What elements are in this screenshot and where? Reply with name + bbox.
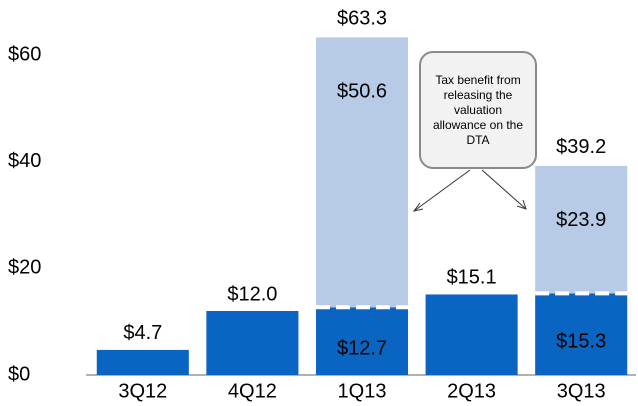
x-tick-label: 3Q12 (118, 380, 167, 402)
value-label: $15.3 (556, 330, 606, 352)
y-tick-label: $0 (8, 363, 30, 385)
y-tick-label: $60 (8, 43, 41, 65)
total-label: $63.3 (337, 8, 387, 30)
annotation: Tax benefit from releasing the valuation… (419, 51, 537, 169)
value-label: $23.9 (556, 209, 606, 231)
bar-segment (315, 307, 409, 375)
value-label: $4.7 (123, 322, 162, 344)
value-label: $50.6 (337, 81, 387, 103)
y-tick-label: $20 (8, 257, 41, 279)
total-label: $39.2 (556, 136, 606, 158)
bar-segment (206, 311, 299, 375)
value-label: $15.1 (447, 267, 497, 289)
annotation-arrows (412, 169, 527, 212)
y-tick-label: $40 (8, 150, 41, 172)
bar-segment (315, 37, 409, 308)
x-tick-label: 2Q13 (447, 380, 496, 402)
value-label: $12.0 (227, 283, 277, 305)
x-tick-label: 1Q13 (338, 380, 387, 402)
bar-segment (535, 293, 628, 375)
x-tick-label: 3Q13 (557, 380, 606, 402)
bar-segment (425, 294, 518, 375)
x-tick-label: 4Q12 (228, 380, 277, 402)
value-label: $12.7 (337, 337, 387, 359)
bar-segment (96, 349, 189, 375)
bar-segment (535, 165, 628, 294)
